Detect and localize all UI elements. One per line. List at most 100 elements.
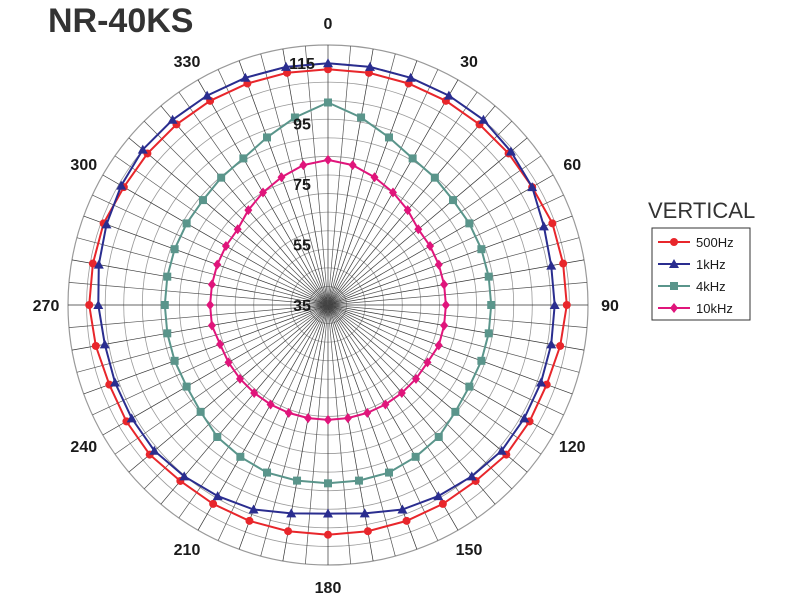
grid-spoke [327,304,573,395]
series-point-4kHz [449,196,458,205]
grid-spoke [304,304,329,565]
series-point-4kHz [290,113,299,122]
series-point-1kHz [109,377,120,387]
series-point-10kHz [244,205,253,216]
grid-spoke [327,304,439,541]
series-point-10kHz [411,373,420,384]
series-point-4kHz [357,113,366,122]
series-point-4kHz [324,98,332,107]
grid-spoke [282,304,329,562]
angle-label-180: 180 [315,580,342,597]
grid-spoke [102,174,329,306]
series-point-1kHz [478,114,489,124]
grid-spoke [68,281,329,306]
radial-tick-35: 35 [293,298,311,315]
grid-spoke [128,304,329,473]
series-point-1kHz [240,72,251,82]
grid-spoke [327,304,374,562]
series-point-500Hz [91,341,100,350]
grid-spoke [327,304,554,436]
series-point-10kHz [381,399,390,410]
radial-tick-55: 55 [293,238,311,255]
grid-spoke [83,215,329,306]
series-point-500Hz [209,499,218,508]
grid-spoke [114,304,329,455]
series-point-500Hz [88,259,97,268]
series-point-10kHz [434,340,443,351]
grid-spoke [71,304,329,351]
series-point-4kHz [477,245,486,254]
series-point-10kHz [233,224,242,235]
legend-box [651,227,751,321]
series-point-4kHz [198,196,207,205]
grid-spoke [178,304,329,519]
series-point-10kHz [277,172,286,183]
series-point-4kHz [477,356,486,365]
series-point-10kHz [397,387,406,398]
series-point-4kHz [196,407,205,416]
legend-label-10kHz: 10kHz [696,301,733,316]
series-point-10kHz [299,160,308,171]
grid-spoke [327,137,528,306]
grid-spoke [102,304,329,436]
series-point-10kHz [343,413,352,424]
grid-spoke [327,304,588,329]
series-point-1kHz [433,491,444,501]
grid-spoke [327,304,580,373]
grid-spoke [76,304,329,373]
grid-spoke [327,259,585,306]
series-point-1kHz [323,58,333,68]
series-point-10kHz [440,279,449,290]
legend: VERTICAL 500Hz 1kHz 4kHz 10kHz [648,198,755,321]
legend-label-1kHz: 1kHz [696,257,726,272]
series-point-4kHz [213,432,222,441]
series-point-4kHz [163,329,172,338]
series-point-500Hz [85,301,94,309]
series-point-10kHz [370,172,379,183]
chart-title: NR-40KS [48,2,193,40]
legend-marker-4kHz [670,282,678,290]
series-point-4kHz [484,272,493,281]
grid-spoke [327,48,374,306]
series-point-4kHz [487,301,496,309]
grid-spoke [260,304,329,557]
grid-spoke [327,45,352,306]
grid-spoke [327,60,418,306]
series-point-10kHz [259,187,268,198]
series-point-500Hz [363,527,372,536]
series-point-1kHz [149,445,160,455]
series-point-1kHz [126,413,137,423]
series-point-10kHz [266,399,275,410]
grid-spoke [178,91,329,306]
grid-spoke [327,53,396,306]
series-point-4kHz [451,407,460,416]
series-point-10kHz [324,414,332,425]
grid-spoke [92,194,329,306]
angle-label-120: 120 [559,439,586,456]
series-point-1kHz [286,508,297,518]
series-point-500Hz [562,301,571,309]
series-point-10kHz [388,187,397,198]
series-point-1kHz [397,504,408,514]
legend-marker-1kHz [669,259,679,268]
series-point-10kHz [426,241,435,252]
series-point-10kHz [363,407,372,418]
series-point-500Hz [548,219,557,228]
series-point-4kHz [160,301,169,309]
series-point-1kHz [549,300,560,309]
series-point-4kHz [263,133,272,142]
series-point-10kHz [236,373,245,384]
series-point-500Hz [245,516,254,525]
series-point-10kHz [423,357,432,368]
series-point-1kHz [443,90,454,100]
grid-spoke [327,304,585,351]
grid-spoke [327,304,513,490]
series-point-1kHz [202,90,213,100]
series-point-10kHz [414,224,423,235]
legend-title: VERTICAL [648,198,755,223]
grid-spoke [238,60,329,306]
series-point-1kHz [281,61,292,71]
series-point-10kHz [403,205,412,216]
angle-labels: 0 30 60 90 120 150 180 210 240 270 300 330 [33,16,619,597]
legend-marker-10kHz [670,303,678,313]
